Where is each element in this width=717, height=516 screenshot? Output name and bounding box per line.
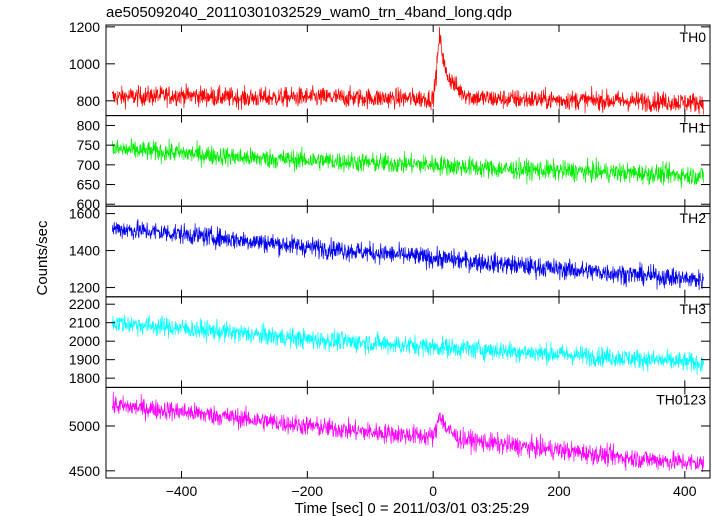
y-tick-label: 1900: [69, 352, 100, 368]
y-tick-label: 750: [77, 137, 101, 153]
y-tick-label: 1000: [69, 56, 100, 72]
y-tick-label: 2000: [69, 333, 100, 349]
x-tick-label: −200: [292, 483, 324, 499]
y-tick-label: 600: [77, 196, 101, 212]
panel-th0: 800 1000 1200 TH0: [69, 19, 711, 117]
panels: 800 1000 1200 TH0 600 650 700 750 800 TH1 1200 1400…: [69, 19, 711, 499]
panel-frame: [105, 205, 711, 298]
y-tick-label: 5000: [69, 418, 100, 434]
panel-th0123: 4500 5000 TH0123: [69, 386, 711, 479]
x-axis-label: Time [sec] 0 = 2011/03/01 03:25:29: [295, 500, 530, 516]
y-tick-label: 800: [77, 93, 101, 109]
y-tick-label: 1200: [69, 19, 100, 35]
panel-th1: 600 650 700 750 800 TH1: [77, 115, 711, 212]
panel-frame: [105, 386, 711, 479]
y-tick-label: 700: [77, 157, 101, 173]
y-tick-label: 650: [77, 177, 101, 193]
panel-label: TH3: [680, 301, 707, 317]
series-line-th2: [111, 219, 705, 291]
y-tick-label: 1200: [69, 280, 100, 296]
y-tick-label: 1800: [69, 370, 100, 386]
x-tick-label: −400: [166, 483, 198, 499]
y-axis-label: Counts/sec: [34, 220, 51, 296]
series-line-th0: [111, 26, 705, 115]
y-tick-label: 1600: [69, 206, 100, 222]
y-tick-label: 2200: [69, 296, 100, 312]
panel-label: TH0123: [656, 391, 706, 407]
panel-label: TH2: [680, 210, 707, 226]
series-line-th1: [111, 138, 705, 189]
panel-th2: 1200 1400 1600 TH2: [69, 205, 711, 298]
y-tick-label: 4500: [69, 463, 100, 479]
y-tick-label: 2100: [69, 315, 100, 331]
panel-th3: 1800 1900 2000 2100 2200 TH3: [69, 296, 711, 388]
chart-title: ae505092040_20110301032529_wam0_trn_4ban…: [106, 4, 512, 21]
x-tick-label: 200: [547, 483, 571, 499]
series-line-th3: [111, 314, 705, 376]
y-tick-label: 800: [77, 117, 101, 133]
y-tick-label: 1400: [69, 243, 100, 259]
panel-label: TH0: [680, 29, 707, 45]
series-line-th0123: [111, 391, 705, 473]
x-tick-label: 0: [429, 483, 437, 499]
panel-label: TH1: [680, 120, 707, 136]
x-tick-label: 400: [673, 483, 697, 499]
